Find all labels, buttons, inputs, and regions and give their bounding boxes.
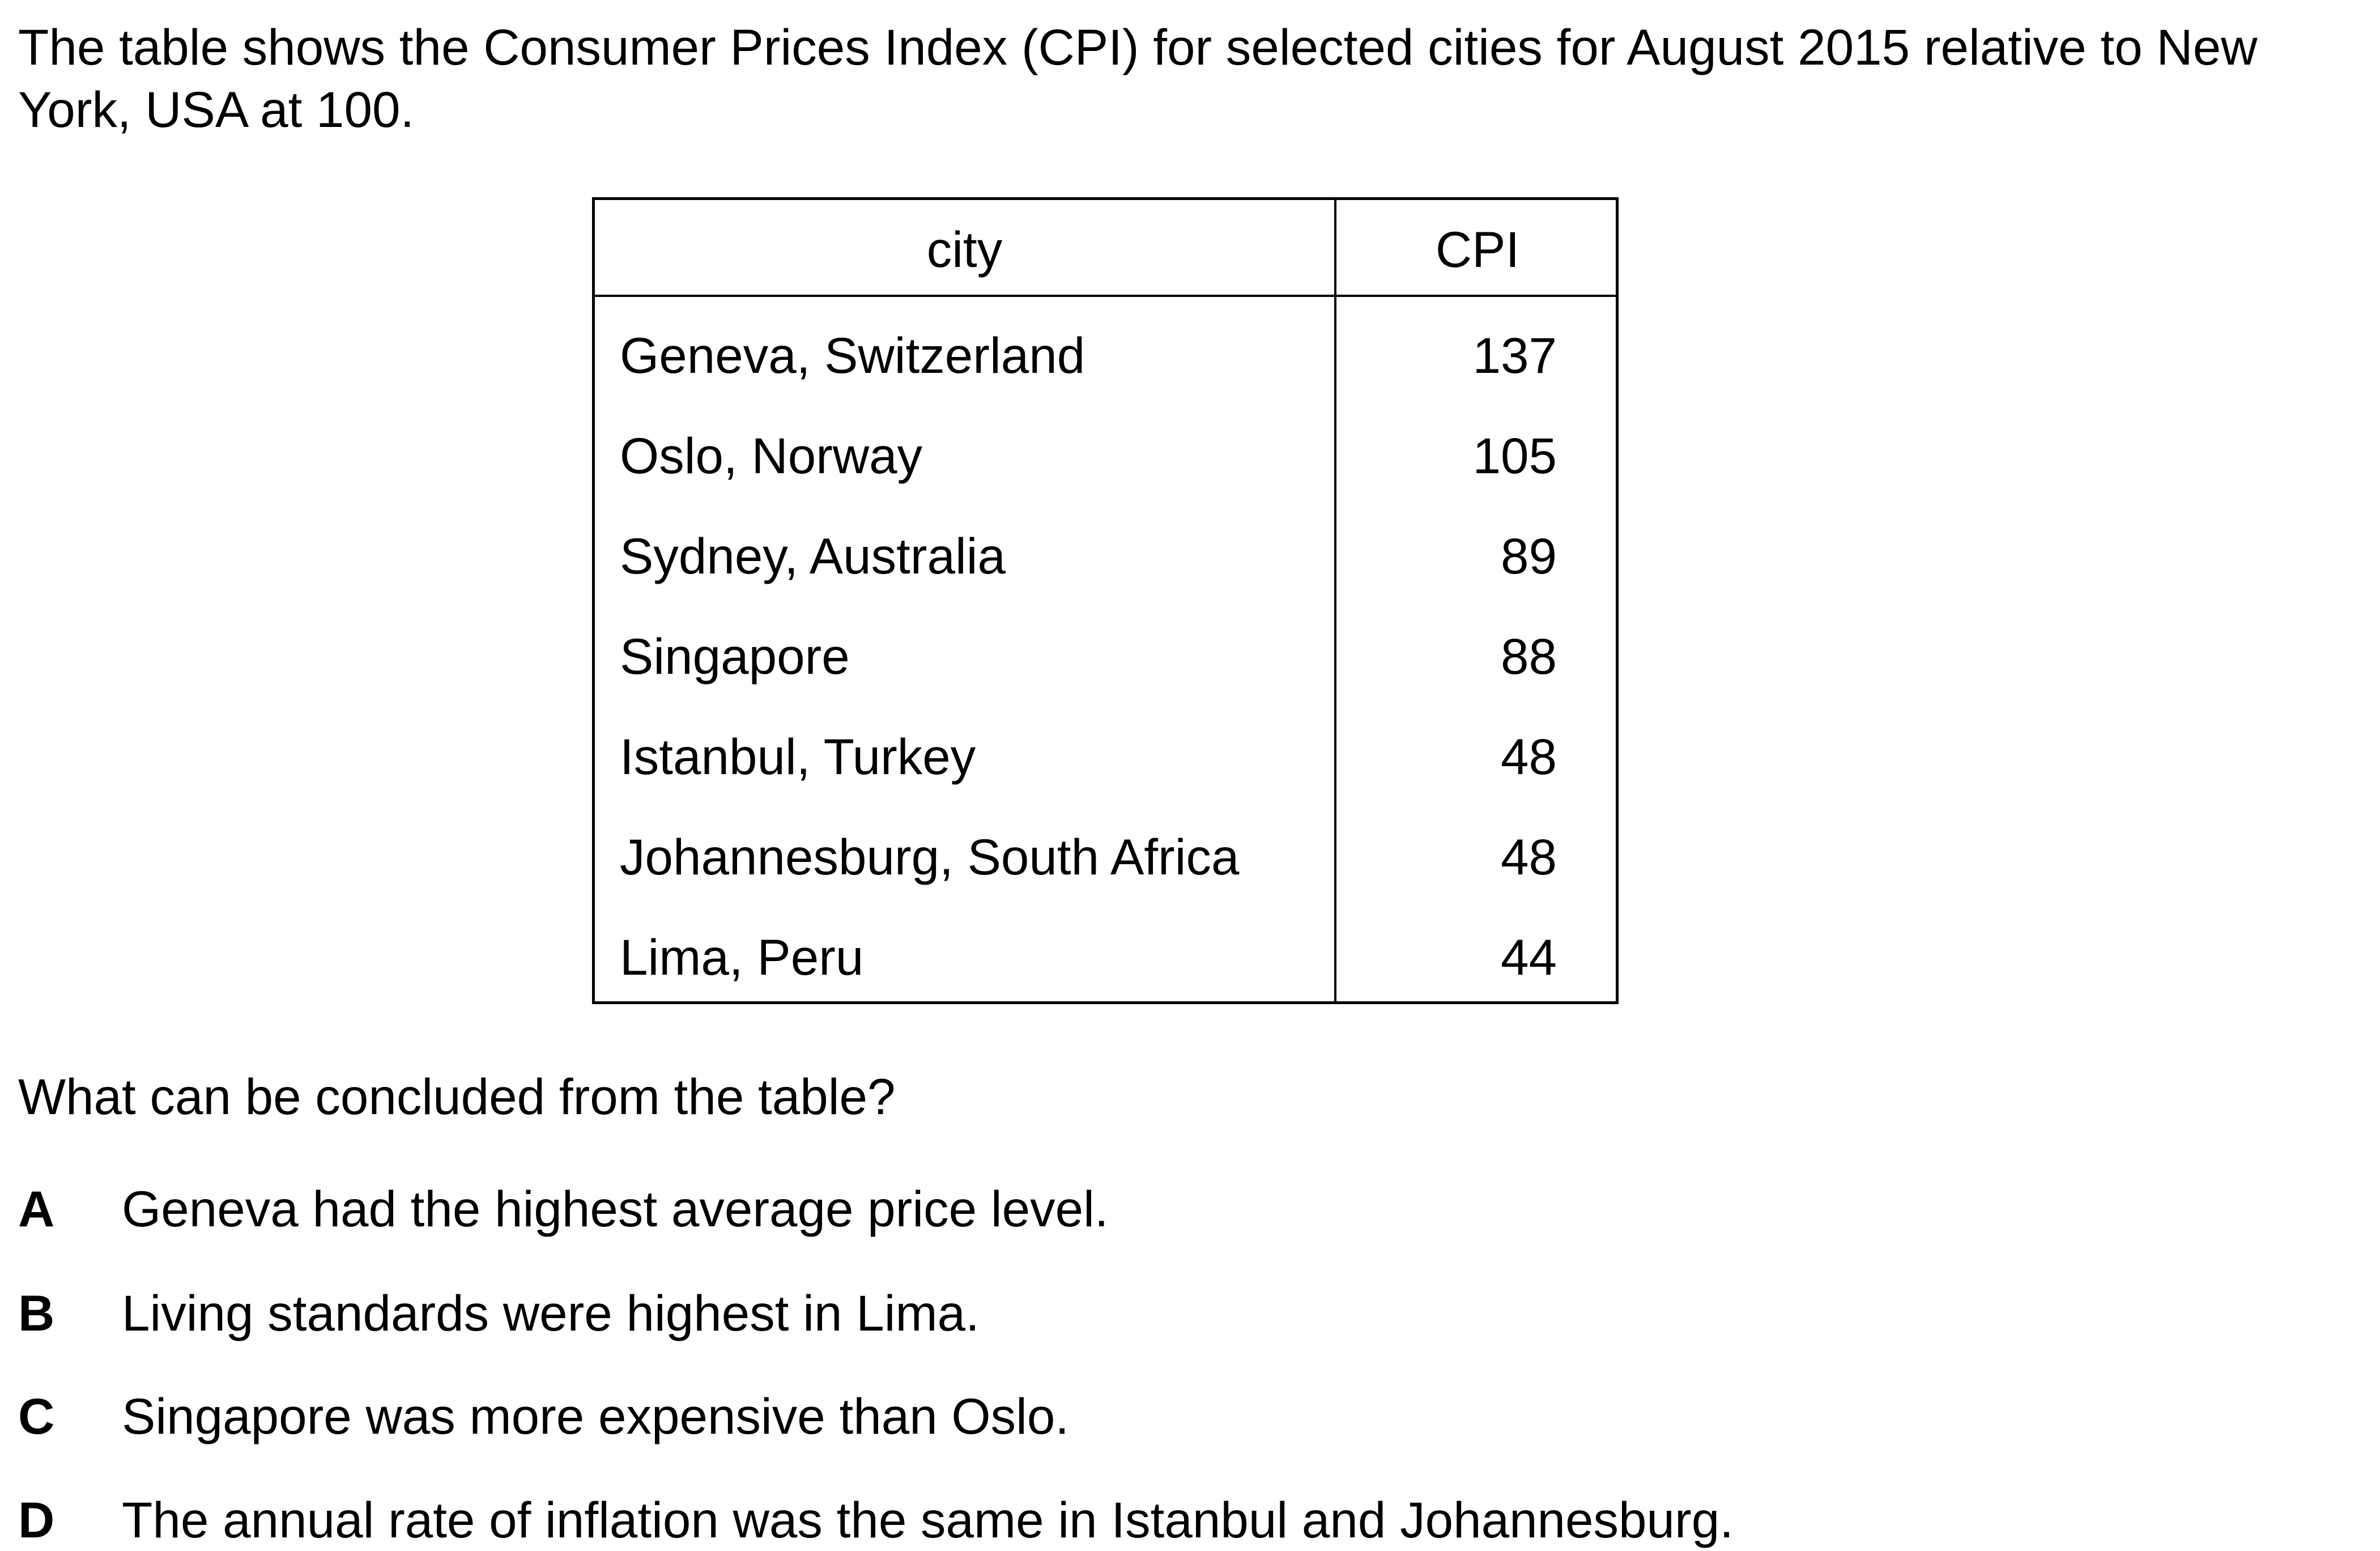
row-city: Singapore xyxy=(620,628,850,685)
row-city: Istanbul, Turkey xyxy=(620,728,976,785)
cpi-table: city CPI Geneva, Switzerland 137 Oslo, N… xyxy=(592,197,1619,1004)
option-text: Geneva had the highest average price lev… xyxy=(122,1180,1109,1237)
row-cpi: 44 xyxy=(1501,929,1557,985)
row-cpi: 137 xyxy=(1472,327,1557,384)
row-cpi: 48 xyxy=(1501,728,1557,785)
option-text: Living standards were highest in Lima. xyxy=(122,1285,980,1341)
row-cpi: 48 xyxy=(1501,828,1557,885)
row-cpi: 89 xyxy=(1501,528,1557,584)
option-letter: B xyxy=(18,1285,55,1341)
column-divider xyxy=(1334,200,1336,1001)
header-cpi: CPI xyxy=(1435,221,1520,278)
row-cpi: 88 xyxy=(1501,628,1557,685)
option-letter: C xyxy=(18,1388,55,1444)
option-text: Singapore was more expensive than Oslo. xyxy=(122,1388,1070,1444)
question-text: What can be concluded from the table? xyxy=(18,1068,896,1125)
option-text: The annual rate of inflation was the sam… xyxy=(122,1491,1734,1548)
row-city: Oslo, Norway xyxy=(620,427,923,484)
option-letter: A xyxy=(18,1180,55,1237)
header-divider xyxy=(595,295,1616,297)
row-city: Sydney, Australia xyxy=(620,528,1006,584)
row-cpi: 105 xyxy=(1472,427,1557,484)
row-city: Geneva, Switzerland xyxy=(620,327,1085,384)
row-city: Lima, Peru xyxy=(620,929,864,985)
header-city: city xyxy=(926,221,1003,278)
row-city: Johannesburg, South Africa xyxy=(620,828,1240,885)
option-letter: D xyxy=(18,1491,55,1548)
intro-text: The table shows the Consumer Prices Inde… xyxy=(18,19,2258,138)
